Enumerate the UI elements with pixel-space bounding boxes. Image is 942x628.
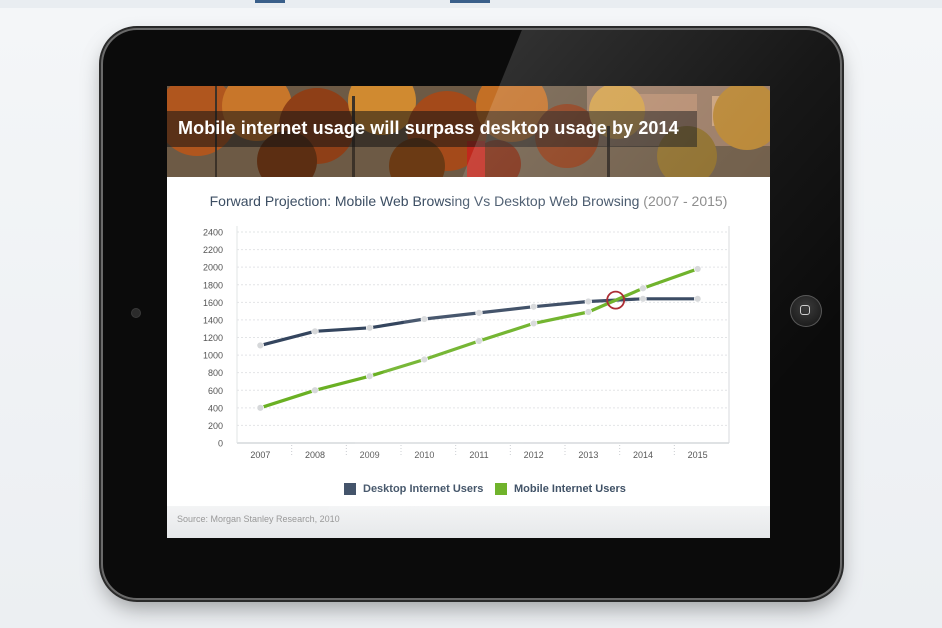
data-point — [365, 324, 374, 332]
legend-item-desktop: Desktop Internet Users — [344, 482, 483, 496]
slide-screen: Mobile internet usage will surpass deskt… — [167, 86, 770, 538]
series-points — [256, 265, 702, 412]
data-point — [529, 303, 538, 311]
chart-title: Forward Projection: Mobile Web Browsing … — [167, 193, 770, 209]
camera-icon — [132, 309, 140, 317]
y-tick-label: 400 — [208, 403, 223, 413]
data-point — [475, 309, 483, 317]
data-point — [529, 319, 538, 328]
annotations — [606, 290, 626, 310]
y-tick-label: 1400 — [203, 315, 223, 325]
home-square-icon — [800, 305, 810, 315]
legend-swatch-mobile — [495, 483, 507, 495]
banner-title: Mobile internet usage will surpass deskt… — [178, 118, 679, 138]
page-top-strip — [0, 0, 942, 8]
legend-label-desktop: Desktop Internet Users — [363, 483, 484, 495]
data-point — [693, 295, 702, 303]
slide-footer: Source: Morgan Stanley Research, 2010 — [167, 506, 770, 538]
legend-item-mobile: Mobile Internet Users — [495, 482, 626, 496]
x-tick-label: 2012 — [524, 450, 544, 460]
x-tick-label: 2009 — [360, 450, 380, 460]
data-point — [420, 355, 429, 364]
data-point — [311, 327, 319, 336]
x-tick-label: 2011 — [469, 450, 488, 460]
line-chart: 0 200 400 600 800 1000 1200 1400 1600 1800 2000 220… — [203, 226, 730, 460]
source-note: Source: Morgan Stanley Research, 2010 — [177, 514, 340, 524]
data-point — [584, 297, 593, 306]
banner-photo: Mobile internet usage will surpass deskt… — [167, 86, 770, 177]
data-point — [420, 315, 429, 323]
x-tick-label: 2010 — [414, 450, 434, 460]
y-tick-label: 1000 — [203, 351, 223, 361]
data-point — [365, 372, 374, 380]
data-point — [639, 284, 647, 292]
y-tick-label: 200 — [208, 421, 223, 431]
y-tick-label: 2000 — [203, 263, 223, 273]
y-tick-label: 2200 — [203, 245, 223, 255]
x-tick-label: 2014 — [633, 450, 653, 460]
x-tick-labels: 2007 2008 2009 2010 2011 2012 2013 2014 2015 — [250, 450, 707, 460]
data-point — [693, 265, 702, 273]
data-point — [256, 404, 265, 412]
chart-grid — [236, 226, 730, 444]
x-tick-label: 2007 — [250, 450, 270, 460]
x-separators — [291, 445, 675, 457]
data-point — [475, 337, 483, 345]
x-tick-label: 2008 — [305, 450, 325, 460]
y-tick-label: 1800 — [203, 280, 223, 290]
data-point — [256, 341, 265, 350]
tablet-device: Mobile internet usage will surpass deskt… — [103, 30, 840, 598]
x-tick-label: 2013 — [578, 450, 598, 460]
crossover-circle — [606, 290, 626, 310]
y-tick-labels: 0 200 400 600 800 1000 1200 1400 1600 1800 2000 220… — [203, 228, 223, 449]
chart-title-main: Forward Projection: Mobile Web Browsing … — [209, 193, 640, 209]
y-tick-label: 2400 — [203, 228, 223, 238]
y-tick-label: 1200 — [203, 333, 223, 343]
home-button[interactable] — [790, 295, 822, 327]
data-point — [584, 308, 593, 316]
y-tick-label: 800 — [208, 368, 223, 378]
y-tick-label: 1600 — [203, 298, 223, 308]
y-tick-label: 0 — [218, 439, 223, 449]
x-tick-label: 2015 — [688, 450, 708, 460]
data-point — [639, 295, 647, 303]
data-point — [311, 386, 319, 394]
banner-title-backdrop — [167, 111, 697, 147]
legend-swatch-desktop — [344, 483, 356, 495]
chart-title-years: (2007 - 2015) — [643, 193, 728, 209]
y-tick-label: 600 — [208, 386, 223, 396]
legend-label-mobile: Mobile Internet Users — [514, 483, 626, 495]
